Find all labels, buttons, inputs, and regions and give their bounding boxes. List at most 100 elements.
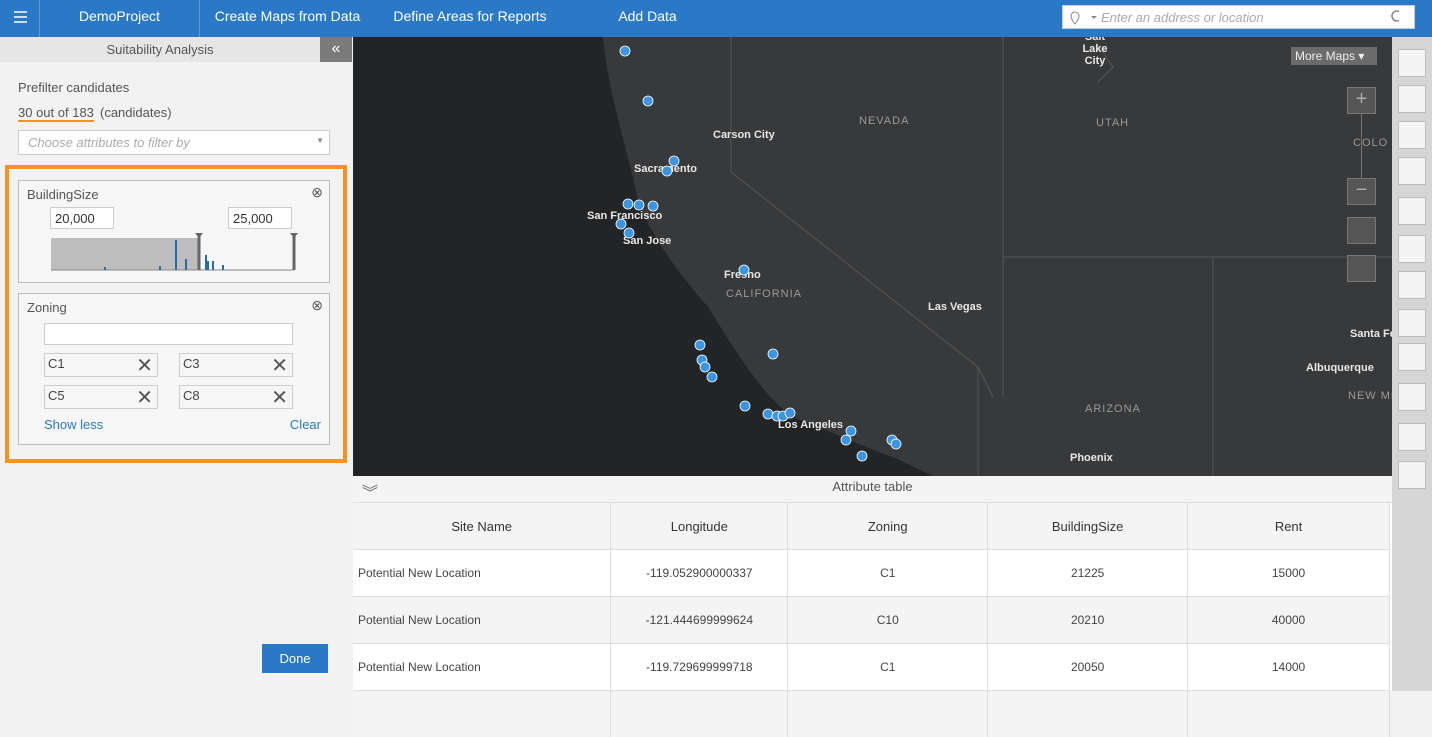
clear-link[interactable]: Clear [290, 417, 321, 432]
table-cell: 15000 [1188, 550, 1390, 597]
done-button[interactable]: Done [262, 644, 328, 673]
top-bar: DemoProject Create Maps from Data Define… [0, 0, 1432, 37]
map-point[interactable] [841, 435, 851, 445]
column-header[interactable]: Zoning [788, 503, 988, 550]
column-header[interactable]: Rent [1188, 503, 1390, 550]
panel-title: Suitability Analysis [0, 37, 320, 62]
chip-remove[interactable]: ✕ [271, 385, 288, 410]
column-header[interactable]: Site Name [353, 503, 611, 550]
chip-label: C8 [183, 388, 200, 403]
map-point[interactable] [624, 228, 634, 238]
candidate-count: 30 out of 183 [18, 105, 94, 122]
chip-label: C5 [48, 388, 65, 403]
table-cell: 21225 [988, 550, 1188, 597]
zoning-chip: C5 ✕ [44, 385, 158, 409]
tool-button[interactable] [1398, 157, 1426, 185]
zoom-slider[interactable] [1361, 114, 1362, 178]
map-point[interactable] [695, 340, 705, 350]
zoning-chip: C8 ✕ [179, 385, 293, 409]
table-cell: Potential New Location [353, 597, 611, 644]
table-cell: C1 [788, 550, 988, 597]
zoning-filter: Zoning ⊗ C1✕ C3 ✕ C5 ✕ C8 ✕ Show less Clear [18, 293, 330, 445]
map-point[interactable] [616, 219, 626, 229]
map-point[interactable] [739, 265, 749, 275]
table-cell [611, 691, 788, 737]
tool-button[interactable] [1398, 121, 1426, 149]
map-point[interactable] [662, 166, 672, 176]
search-box[interactable]: Enter an address or location [1062, 5, 1415, 29]
more-maps-label: More Maps [1295, 49, 1355, 63]
toolbar [1392, 37, 1432, 691]
map-point[interactable] [707, 372, 717, 382]
map-point[interactable] [768, 349, 778, 359]
menu-button[interactable] [0, 0, 40, 37]
filter-label: Zoning [27, 300, 67, 315]
table-cell: -119.052900000337 [611, 550, 788, 597]
tool-button[interactable] [1398, 235, 1426, 263]
show-less-link[interactable]: Show less [44, 417, 103, 432]
dropdown-arrow: ▼ [316, 136, 324, 145]
remove-filter[interactable]: ⊗ [311, 297, 323, 314]
map-point[interactable] [648, 201, 658, 211]
table-cell: -121.444699999624 [611, 597, 788, 644]
nav-item[interactable]: Add Data [600, 0, 695, 37]
tool-button[interactable] [1398, 197, 1426, 225]
map-point[interactable] [740, 401, 750, 411]
histogram [49, 231, 299, 273]
map-point[interactable] [623, 199, 633, 209]
column-header[interactable]: BuildingSize [988, 503, 1188, 550]
table-cell [353, 691, 611, 737]
chip-remove[interactable]: ✕ [136, 385, 153, 410]
map-point[interactable] [846, 426, 856, 436]
map-point[interactable] [857, 451, 867, 461]
map-point[interactable] [763, 409, 773, 419]
attribute-dropdown[interactable]: Choose attributes to filter by ▼ [18, 130, 330, 155]
table-cell: 20210 [988, 597, 1188, 644]
table-cell: -119.729699999718 [611, 644, 788, 691]
map-point[interactable] [700, 362, 710, 372]
tool-button[interactable] [1398, 383, 1426, 411]
map-point[interactable] [634, 200, 644, 210]
max-input[interactable] [228, 207, 292, 229]
nav-item[interactable]: Create Maps from Data [205, 0, 370, 37]
chip-remove[interactable]: ✕ [136, 353, 153, 378]
zoning-search[interactable] [44, 323, 293, 345]
zoom-in[interactable]: + [1347, 87, 1376, 114]
map-point[interactable] [785, 408, 795, 418]
tool-button[interactable] [1398, 343, 1426, 371]
map-point[interactable] [891, 439, 901, 449]
project-name[interactable]: DemoProject [40, 0, 200, 37]
min-input[interactable] [50, 207, 114, 229]
chip-label: C3 [183, 356, 200, 371]
tool-button[interactable] [1398, 85, 1426, 113]
side-panel: Suitability Analysis « Prefilter candida… [0, 37, 352, 691]
remove-filter[interactable]: ⊗ [311, 184, 323, 201]
tool-button[interactable] [1398, 423, 1426, 451]
tool-button[interactable] [1398, 271, 1426, 299]
nav-item[interactable]: Define Areas for Reports [380, 0, 560, 37]
tool-button[interactable] [1398, 309, 1426, 337]
zoom-out[interactable]: − [1347, 178, 1376, 205]
collapse-button[interactable]: « [320, 37, 352, 62]
zoning-chip: C1✕ [44, 353, 158, 377]
map-point[interactable] [620, 46, 630, 56]
collapse-table[interactable]: ︾ [362, 479, 378, 503]
home-button[interactable] [1347, 217, 1376, 244]
table-row [353, 691, 1390, 737]
tool-button[interactable] [1398, 461, 1426, 489]
column-header[interactable]: Longitude [611, 503, 788, 550]
more-maps-button[interactable]: More Maps ▾ [1291, 47, 1377, 65]
table-cell: C10 [788, 597, 988, 644]
map-point[interactable] [669, 156, 679, 166]
chip-remove[interactable]: ✕ [271, 353, 288, 378]
locate-button[interactable] [1347, 255, 1376, 282]
table-cell [1188, 691, 1390, 737]
map-point[interactable] [643, 96, 653, 106]
tool-button[interactable] [1398, 49, 1426, 77]
section-title: Prefilter candidates [18, 80, 129, 95]
